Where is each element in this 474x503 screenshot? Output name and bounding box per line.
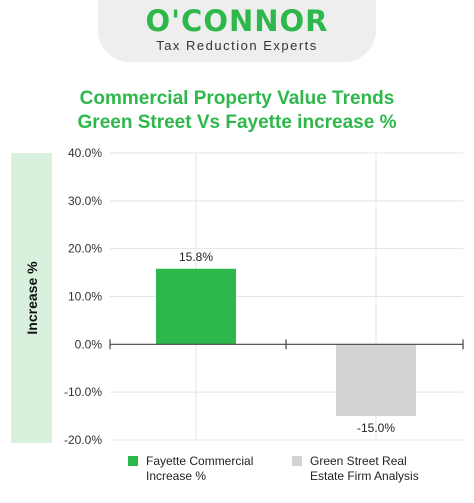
bar-0 xyxy=(156,268,236,345)
y-tick-label: 10.0% xyxy=(68,290,102,304)
y-tick-label: 0.0% xyxy=(75,337,103,351)
y-tick-label: -10.0% xyxy=(64,385,102,399)
legend-label-green-street: Green Street Real Estate Firm Analysis xyxy=(310,454,419,483)
brand-logo: O'CONNOR xyxy=(145,4,329,38)
legend-item-green-street: Green Street Real Estate Firm Analysis xyxy=(292,454,440,484)
chart-title-line-2: Green Street Vs Fayette increase % xyxy=(77,112,397,133)
y-axis-label-box: Increase % xyxy=(11,153,52,443)
legend-item-fayette: Fayette Commercial Increase % xyxy=(128,454,276,484)
brand-tagline: Tax Reduction Experts xyxy=(156,38,318,53)
data-label: -15.0% xyxy=(357,421,395,435)
legend-label-fayette: Fayette Commercial Increase % xyxy=(146,454,254,483)
y-tick-label: 30.0% xyxy=(68,194,102,208)
y-tick-label: 40.0% xyxy=(68,146,102,160)
bar-1 xyxy=(336,344,416,417)
data-label: 15.8% xyxy=(179,250,213,264)
legend-swatch-fayette xyxy=(128,456,138,466)
header-band: O'CONNOR Tax Reduction Experts xyxy=(98,0,376,62)
y-tick-label: 20.0% xyxy=(68,242,102,256)
legend-swatch-green-street xyxy=(292,456,302,466)
y-tick-label: -20.0% xyxy=(64,433,102,447)
chart-title-line-1: Commercial Property Value Trends xyxy=(79,88,395,109)
